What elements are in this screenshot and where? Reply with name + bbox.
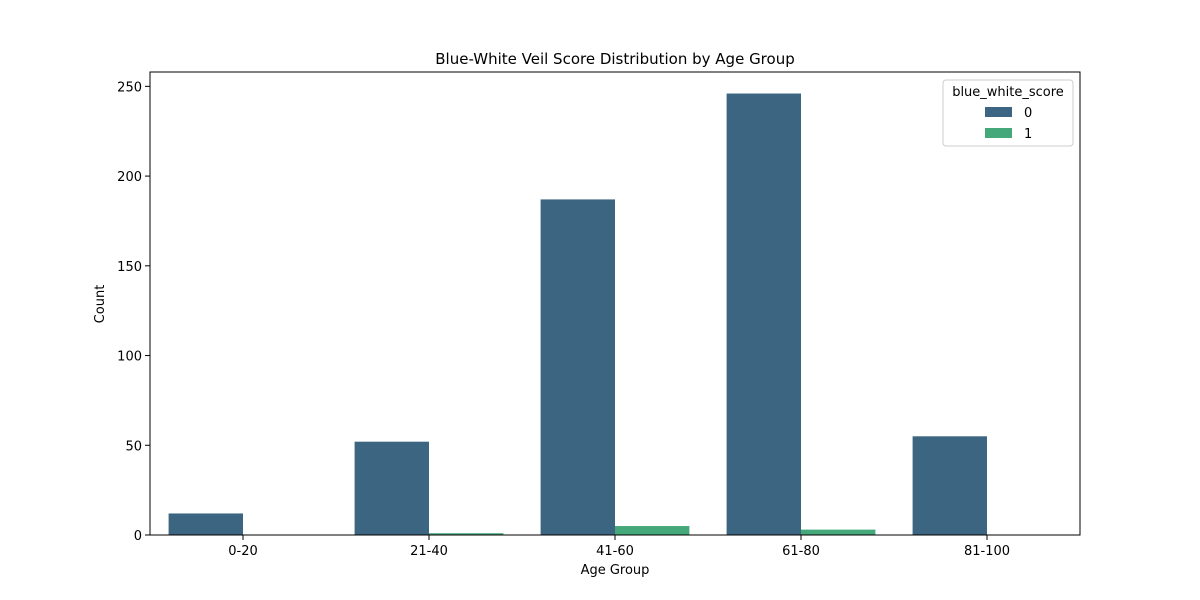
bar-81-100-series-0 xyxy=(912,436,987,535)
legend-label-1: 1 xyxy=(1024,127,1032,142)
bar-0-20-series-0 xyxy=(168,513,243,535)
x-tick-label: 0-20 xyxy=(228,544,258,559)
x-tick-label: 21-40 xyxy=(410,544,448,559)
x-tick-label: 61-80 xyxy=(782,544,820,559)
bar-61-80-series-1 xyxy=(801,529,876,535)
legend-swatch-0 xyxy=(985,107,1012,117)
legend: blue_white_score 0 1 xyxy=(942,79,1074,147)
legend-label-0: 0 xyxy=(1024,106,1032,121)
axes-frame xyxy=(149,71,1081,536)
bar-21-40-series-1 xyxy=(429,533,504,535)
y-tick-label: 150 xyxy=(117,260,142,275)
plot-area: 0 50 100 150 200 250 0-20 21-40 41-60 61-80 81-100 xyxy=(117,80,1010,559)
bar-61-80-series-0 xyxy=(726,93,801,535)
x-axis-label: Age Group xyxy=(581,563,650,578)
bar-41-60-series-0 xyxy=(540,199,615,535)
legend-swatch-1 xyxy=(985,128,1012,138)
y-tick-label: 100 xyxy=(117,350,142,365)
y-tick-label: 50 xyxy=(125,439,142,454)
x-tick-label: 41-60 xyxy=(596,544,634,559)
legend-title: blue_white_score xyxy=(952,85,1064,100)
x-tick-label: 81-100 xyxy=(964,544,1010,559)
bar-41-60-series-1 xyxy=(615,526,690,535)
bar-21-40-series-0 xyxy=(354,441,429,535)
y-tick-label: 250 xyxy=(117,80,142,95)
y-tick-label: 0 xyxy=(134,529,142,544)
chart-title: Blue-White Veil Score Distribution by Ag… xyxy=(435,50,794,68)
y-axis-label: Count xyxy=(93,285,108,324)
y-tick-label: 200 xyxy=(117,170,142,185)
